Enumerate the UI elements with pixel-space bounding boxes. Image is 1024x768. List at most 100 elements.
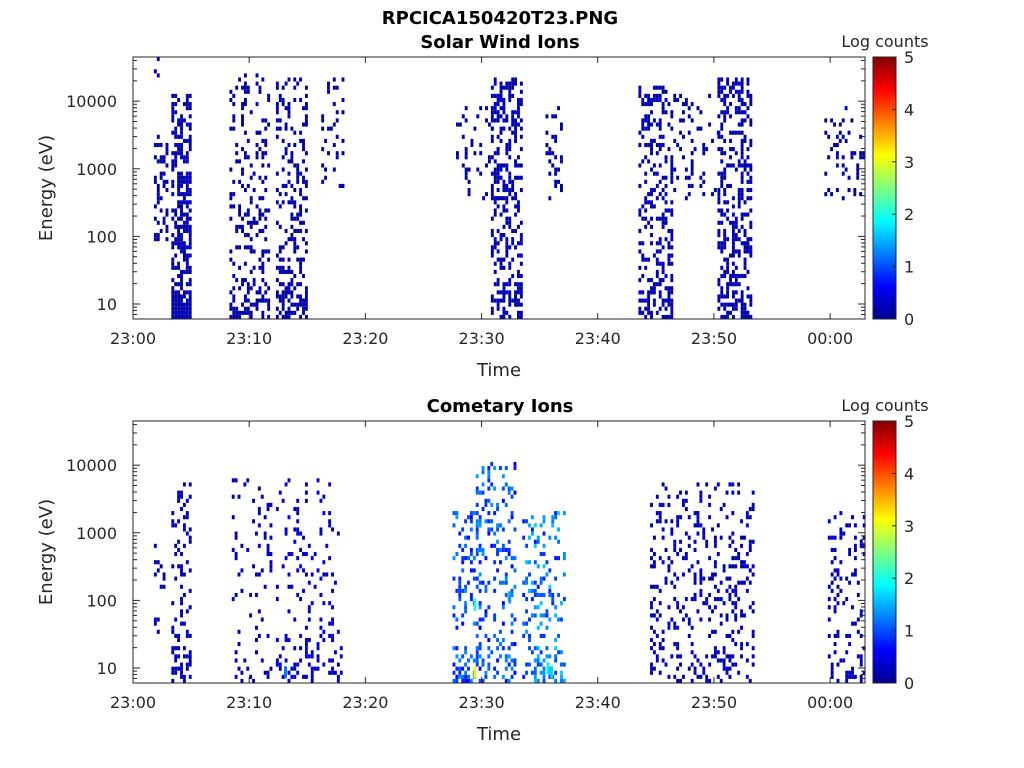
heatmap-cell [499, 97, 503, 103]
heatmap-cell [670, 212, 674, 217]
heatmap-cell [290, 216, 294, 221]
heatmap-cell [182, 159, 186, 164]
heatmap-cell [182, 138, 186, 143]
heatmap-cell [684, 613, 688, 618]
heatmap-cell [731, 204, 735, 209]
heatmap-cell [740, 212, 744, 217]
heatmap-cell [731, 147, 735, 152]
heatmap-cell [719, 678, 723, 683]
heatmap-cell [514, 110, 517, 115]
heatmap-cell [188, 142, 192, 148]
heatmap-cell [304, 290, 308, 295]
heatmap-cell [490, 650, 494, 655]
heatmap-cell [504, 502, 508, 507]
heatmap-cell [661, 89, 665, 94]
heatmap-cell [188, 114, 192, 119]
heatmap-cell [171, 625, 175, 630]
heatmap-cell [255, 102, 259, 107]
heatmap-cell [174, 310, 178, 315]
heatmap-cell [478, 588, 482, 593]
heatmap-cell [667, 494, 671, 499]
heatmap-cell [734, 249, 738, 254]
heatmap-cell [519, 81, 523, 86]
heatmap-cell [737, 597, 741, 602]
heatmap-cell [316, 642, 320, 647]
heatmap-cell [264, 188, 268, 193]
heatmap-cell [827, 188, 831, 193]
heatmap-cell [647, 97, 651, 103]
heatmap-cell [505, 114, 509, 119]
heatmap-cell [734, 302, 738, 307]
heatmap-cell [670, 580, 674, 585]
heatmap-cell [188, 126, 192, 131]
heatmap-cell [734, 167, 738, 172]
heatmap-cell [180, 151, 183, 156]
heatmap-cell [302, 175, 305, 180]
heatmap-cell [229, 314, 233, 319]
heatmap-cell [284, 228, 288, 234]
heatmap-cell [717, 93, 721, 98]
heatmap-cell [505, 147, 509, 152]
heatmap-cell [670, 531, 674, 536]
heatmap-cell [830, 666, 834, 671]
heatmap-cell [746, 245, 750, 250]
heatmap-cell [188, 171, 192, 176]
heatmap-cell [658, 216, 662, 221]
heatmap-cell [174, 670, 178, 675]
heatmap-cell [746, 286, 750, 291]
heatmap-cell [255, 290, 259, 295]
heatmap-cell [749, 163, 753, 168]
heatmap-cell [845, 674, 849, 679]
heatmap-cell [647, 302, 651, 307]
heatmap-cell [655, 609, 659, 614]
heatmap-cell [266, 543, 270, 548]
heatmap-cell [713, 572, 717, 577]
heatmap-cell [504, 580, 508, 585]
heatmap-cell [853, 188, 857, 193]
heatmap-cell [490, 502, 494, 507]
heatmap-cell [740, 314, 744, 319]
heatmap-cell [720, 183, 724, 188]
heatmap-cell [177, 204, 181, 209]
heatmap-cell [751, 572, 755, 577]
heatmap-cell [302, 106, 305, 111]
heatmap-cell [185, 498, 189, 503]
heatmap-cell [705, 539, 709, 544]
heatmap-cell [490, 233, 494, 238]
heatmap-cell [684, 97, 688, 103]
heatmap-cell [740, 77, 744, 82]
heatmap-cell [679, 118, 682, 123]
heatmap-cell [661, 196, 665, 201]
heatmap-cell [723, 294, 727, 299]
heatmap-cell [702, 601, 706, 606]
colorbar-tick-label: 0 [904, 310, 914, 329]
heatmap-cell [302, 273, 305, 279]
heatmap-cell [684, 196, 688, 201]
heatmap-cell [478, 642, 482, 647]
heatmap-cell [461, 556, 465, 561]
heatmap-cell [836, 662, 840, 667]
heatmap-cell [722, 564, 726, 569]
heatmap-cell [824, 118, 828, 123]
heatmap-cell [261, 212, 265, 217]
heatmap-cell [708, 556, 712, 561]
heatmap-cell [655, 249, 659, 254]
heatmap-cell [255, 130, 259, 135]
heatmap-cell [180, 302, 183, 307]
heatmap-cell [525, 543, 529, 548]
heatmap-cell [255, 151, 259, 156]
heatmap-cell [287, 572, 291, 577]
heatmap-cell [162, 155, 166, 160]
heatmap-cell [153, 155, 157, 160]
heatmap-cell [514, 175, 517, 180]
heatmap-cell [676, 142, 680, 148]
solar-wind-x-ticks: 23:00 23:10 23:20 23:30 23:40 23:50 00:00 [110, 57, 853, 348]
heatmap-cell [751, 633, 755, 638]
heatmap-cell [853, 151, 857, 156]
heatmap-cell [533, 658, 537, 663]
cometary-colorbar [873, 421, 896, 683]
heatmap-cell [258, 290, 262, 295]
heatmap-cell [287, 200, 291, 205]
heatmap-cell [510, 556, 514, 561]
heatmap-cell [287, 237, 291, 242]
